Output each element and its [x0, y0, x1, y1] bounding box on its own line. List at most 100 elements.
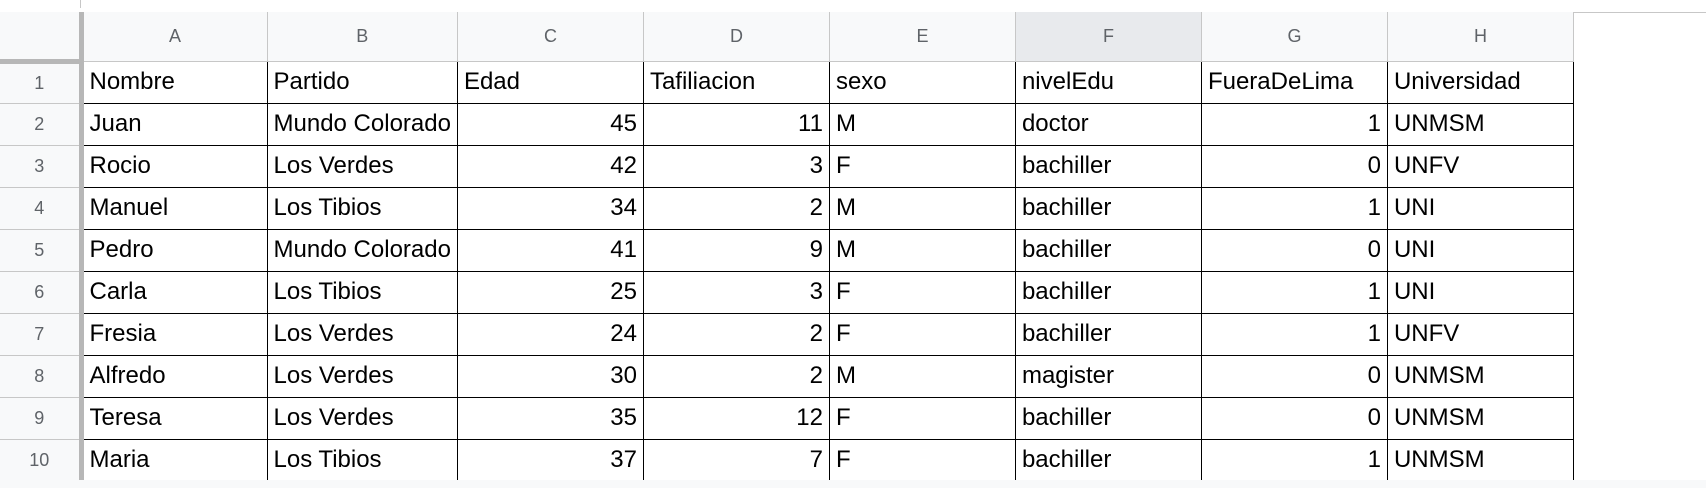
row-header[interactable]: 5 — [0, 229, 84, 272]
table-cell[interactable]: UNMSM — [1387, 439, 1574, 482]
table-cell[interactable]: Los Tibios — [267, 187, 458, 230]
table-cell[interactable]: Manuel — [81, 187, 268, 230]
table-cell[interactable]: UNI — [1387, 187, 1574, 230]
header-cell[interactable]: Partido — [267, 61, 458, 104]
table-cell[interactable]: bachiller — [1015, 439, 1202, 482]
table-cell[interactable]: 30 — [457, 355, 644, 398]
table-cell[interactable]: 0 — [1201, 145, 1388, 188]
header-cell[interactable]: Edad — [457, 61, 644, 104]
table-cell[interactable]: 34 — [457, 187, 644, 230]
table-cell[interactable]: 1 — [1201, 187, 1388, 230]
table-cell[interactable]: 1 — [1201, 103, 1388, 146]
table-cell[interactable]: Mundo Colorado — [267, 103, 458, 146]
table-cell[interactable]: 12 — [643, 397, 830, 440]
row-header[interactable]: 7 — [0, 313, 84, 356]
header-cell[interactable]: FueraDeLima — [1201, 61, 1388, 104]
column-header-c[interactable]: C — [457, 12, 644, 62]
select-all-corner[interactable] — [0, 12, 84, 64]
column-header-a[interactable]: A — [81, 12, 268, 62]
table-cell[interactable]: Pedro — [81, 229, 268, 272]
table-cell[interactable]: F — [829, 271, 1016, 314]
table-cell[interactable]: Juan — [81, 103, 268, 146]
table-cell[interactable]: 1 — [1201, 313, 1388, 356]
table-cell[interactable]: bachiller — [1015, 145, 1202, 188]
table-cell[interactable]: bachiller — [1015, 397, 1202, 440]
table-cell[interactable]: Carla — [81, 271, 268, 314]
table-cell[interactable]: UNMSM — [1387, 103, 1574, 146]
table-cell[interactable]: 37 — [457, 439, 644, 482]
table-cell[interactable]: 1 — [1201, 271, 1388, 314]
table-cell[interactable]: 2 — [643, 187, 830, 230]
table-cell[interactable]: M — [829, 229, 1016, 272]
table-cell[interactable]: 45 — [457, 103, 644, 146]
table-cell[interactable]: 2 — [643, 355, 830, 398]
header-cell[interactable]: nivelEdu — [1015, 61, 1202, 104]
table-cell[interactable]: UNMSM — [1387, 355, 1574, 398]
table-cell[interactable]: 42 — [457, 145, 644, 188]
table-cell[interactable]: doctor — [1015, 103, 1202, 146]
table-cell[interactable]: F — [829, 313, 1016, 356]
table-cell[interactable]: 25 — [457, 271, 644, 314]
row-header[interactable]: 8 — [0, 355, 84, 398]
table-cell[interactable]: Maria — [81, 439, 268, 482]
row-header[interactable]: 6 — [0, 271, 84, 314]
table-cell[interactable]: bachiller — [1015, 229, 1202, 272]
row-header[interactable]: 4 — [0, 187, 84, 230]
column-header-f[interactable]: F — [1015, 12, 1202, 62]
column-header-h[interactable]: H — [1387, 12, 1574, 62]
table-cell[interactable]: F — [829, 439, 1016, 482]
table-cell[interactable]: M — [829, 103, 1016, 146]
table-cell[interactable]: Los Verdes — [267, 355, 458, 398]
table-cell[interactable]: 1 — [1201, 439, 1388, 482]
table-cell[interactable]: Teresa — [81, 397, 268, 440]
header-cell[interactable]: Nombre — [81, 61, 268, 104]
header-cell[interactable]: Universidad — [1387, 61, 1574, 104]
table-cell[interactable]: UNI — [1387, 229, 1574, 272]
row-header[interactable]: 3 — [0, 145, 84, 188]
table-cell[interactable]: bachiller — [1015, 271, 1202, 314]
table-cell[interactable]: 11 — [643, 103, 830, 146]
table-cell[interactable]: 2 — [643, 313, 830, 356]
table-cell[interactable]: 41 — [457, 229, 644, 272]
table-cell[interactable]: bachiller — [1015, 187, 1202, 230]
column-header-row: A B C D E F G H — [0, 12, 1574, 64]
table-cell[interactable]: UNMSM — [1387, 397, 1574, 440]
table-cell[interactable]: magister — [1015, 355, 1202, 398]
table-cell[interactable]: 0 — [1201, 397, 1388, 440]
row-header[interactable]: 1 — [0, 61, 84, 104]
table-cell[interactable]: Los Verdes — [267, 397, 458, 440]
table-cell[interactable]: UNFV — [1387, 313, 1574, 356]
column-header-d[interactable]: D — [643, 12, 830, 62]
table-cell[interactable]: 3 — [643, 271, 830, 314]
table-cell[interactable]: Los Verdes — [267, 145, 458, 188]
table-cell[interactable]: Los Verdes — [267, 313, 458, 356]
table-cell[interactable]: bachiller — [1015, 313, 1202, 356]
table-cell[interactable]: 0 — [1201, 229, 1388, 272]
table-cell[interactable]: UNFV — [1387, 145, 1574, 188]
table-cell[interactable]: F — [829, 145, 1016, 188]
table-cell[interactable]: Los Tibios — [267, 271, 458, 314]
table-cell[interactable]: 24 — [457, 313, 644, 356]
table-cell[interactable]: M — [829, 355, 1016, 398]
table-cell[interactable]: 0 — [1201, 355, 1388, 398]
column-header-b[interactable]: B — [267, 12, 458, 62]
table-cell[interactable]: Los Tibios — [267, 439, 458, 482]
header-cell[interactable]: Tafiliacion — [643, 61, 830, 104]
row-header[interactable]: 10 — [0, 439, 84, 482]
table-cell[interactable]: Rocio — [81, 145, 268, 188]
row-header[interactable]: 9 — [0, 397, 84, 440]
table-cell[interactable]: 3 — [643, 145, 830, 188]
row-header[interactable]: 2 — [0, 103, 84, 146]
column-header-e[interactable]: E — [829, 12, 1016, 62]
table-cell[interactable]: Fresia — [81, 313, 268, 356]
table-cell[interactable]: 35 — [457, 397, 644, 440]
table-cell[interactable]: UNI — [1387, 271, 1574, 314]
column-header-g[interactable]: G — [1201, 12, 1388, 62]
table-cell[interactable]: 7 — [643, 439, 830, 482]
table-cell[interactable]: Alfredo — [81, 355, 268, 398]
table-cell[interactable]: F — [829, 397, 1016, 440]
table-cell[interactable]: Mundo Colorado — [267, 229, 458, 272]
table-cell[interactable]: M — [829, 187, 1016, 230]
header-cell[interactable]: sexo — [829, 61, 1016, 104]
table-cell[interactable]: 9 — [643, 229, 830, 272]
